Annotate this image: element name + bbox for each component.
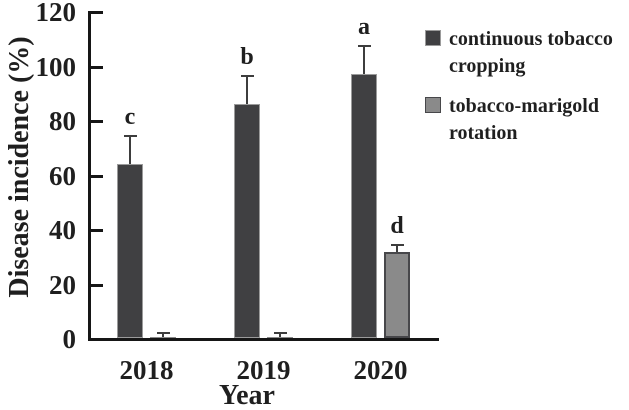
legend-swatch-icon bbox=[425, 97, 441, 113]
bar-rotation-2018 bbox=[150, 336, 176, 338]
significance-letter-d: d bbox=[390, 213, 404, 240]
error-bar-line bbox=[279, 332, 281, 337]
error-bar-cap bbox=[390, 244, 404, 247]
x-tick-label: 2019 bbox=[236, 355, 291, 385]
error-bar-cap bbox=[240, 75, 254, 78]
y-tick-label: 80 bbox=[49, 106, 76, 136]
bar-rotation-2019 bbox=[267, 336, 293, 338]
y-tick-mark bbox=[88, 65, 103, 69]
y-tick-mark bbox=[88, 120, 103, 123]
bar-continuous-2020 bbox=[351, 73, 377, 338]
error-bar-line bbox=[363, 46, 365, 74]
legend-item-rotation: tobacco-marigold rotation bbox=[425, 93, 625, 147]
y-tick-mark bbox=[88, 229, 103, 232]
error-bar-cap bbox=[156, 331, 170, 334]
significance-letter-c: c bbox=[124, 104, 136, 131]
x-tick-label: 2018 bbox=[119, 355, 174, 385]
error-bar-line bbox=[129, 136, 131, 164]
legend-label: continuous tobacco cropping bbox=[449, 28, 613, 77]
y-tick-label: 40 bbox=[49, 215, 76, 245]
y-tick-label: 0 bbox=[62, 324, 77, 354]
error-bar-cap bbox=[123, 135, 137, 138]
error-bar-line bbox=[396, 245, 398, 253]
y-tick-mark bbox=[88, 174, 103, 178]
bar-continuous-2019 bbox=[234, 103, 260, 338]
y-tick-label: 60 bbox=[49, 160, 76, 191]
error-bar-line bbox=[246, 76, 248, 104]
y-tick-label: 120 bbox=[35, 0, 77, 27]
legend: continuous tobacco cropping tobacco-marig… bbox=[425, 26, 625, 160]
y-tick-label: 100 bbox=[35, 51, 77, 82]
significance-letter-b: b bbox=[240, 44, 254, 71]
legend-label: tobacco-marigold rotation bbox=[449, 95, 599, 144]
y-tick-label: 20 bbox=[49, 269, 76, 300]
error-bar-cap bbox=[357, 45, 371, 48]
x-axis-line bbox=[88, 338, 439, 341]
legend-item-continuous: continuous tobacco cropping bbox=[425, 26, 625, 80]
significance-letter-a: a bbox=[358, 14, 370, 41]
y-tick-mark bbox=[88, 11, 103, 14]
error-bar-cap bbox=[273, 331, 287, 334]
bar-rotation-2020 bbox=[384, 252, 410, 338]
bar-continuous-2018 bbox=[117, 163, 143, 338]
legend-swatch-icon bbox=[425, 30, 441, 46]
error-bar-line bbox=[162, 332, 164, 337]
y-tick-mark bbox=[88, 283, 103, 287]
x-axis-title: Year bbox=[219, 380, 275, 410]
x-tick-label: 2020 bbox=[353, 355, 408, 385]
